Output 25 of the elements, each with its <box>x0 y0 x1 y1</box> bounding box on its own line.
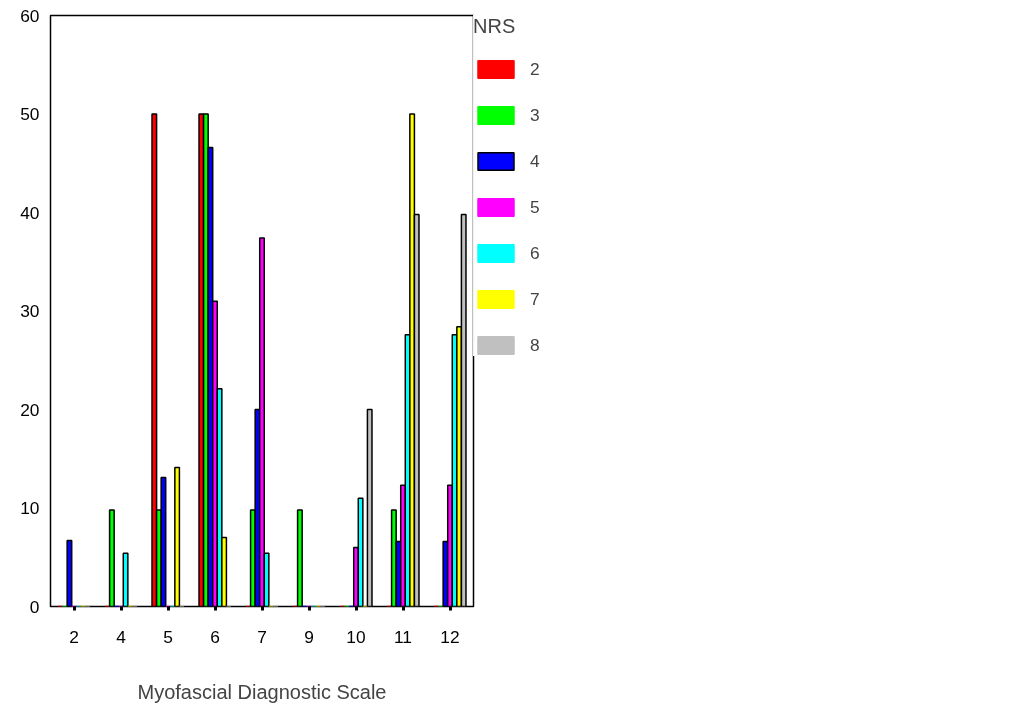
x-tick-label: 9 <box>304 626 314 647</box>
x-tick-label: 6 <box>210 626 220 647</box>
x-tick-label: 11 <box>394 626 413 647</box>
y-tick-label: 30 <box>20 301 40 321</box>
y-tick-label: 50 <box>20 104 40 124</box>
y-tick-label: 60 <box>20 5 40 26</box>
x-tick-label: 12 <box>440 626 460 647</box>
legend-label: 5 <box>530 196 541 218</box>
legend-label: 7 <box>530 288 541 310</box>
x-tick-label: 10 <box>346 626 366 647</box>
y-tick-label: 10 <box>20 498 40 518</box>
legend-label: 8 <box>530 334 541 356</box>
x-tick-label: 4 <box>116 626 127 647</box>
x-tick-label: 7 <box>257 626 267 647</box>
legend-label: 3 <box>530 104 541 126</box>
legend-label: 6 <box>530 242 541 264</box>
y-tick-label: 40 <box>20 202 40 223</box>
legend-title: NRS <box>473 15 517 38</box>
y-tick-label: 20 <box>20 399 40 420</box>
x-axis-title: Myofascial Diagnostic Scale <box>137 680 387 703</box>
x-tick-label: 5 <box>163 626 173 647</box>
legend-label: 4 <box>530 150 541 172</box>
y-tick-label: 0 <box>29 596 40 617</box>
legend-label: 2 <box>530 58 541 80</box>
x-tick-label: 2 <box>69 626 79 647</box>
